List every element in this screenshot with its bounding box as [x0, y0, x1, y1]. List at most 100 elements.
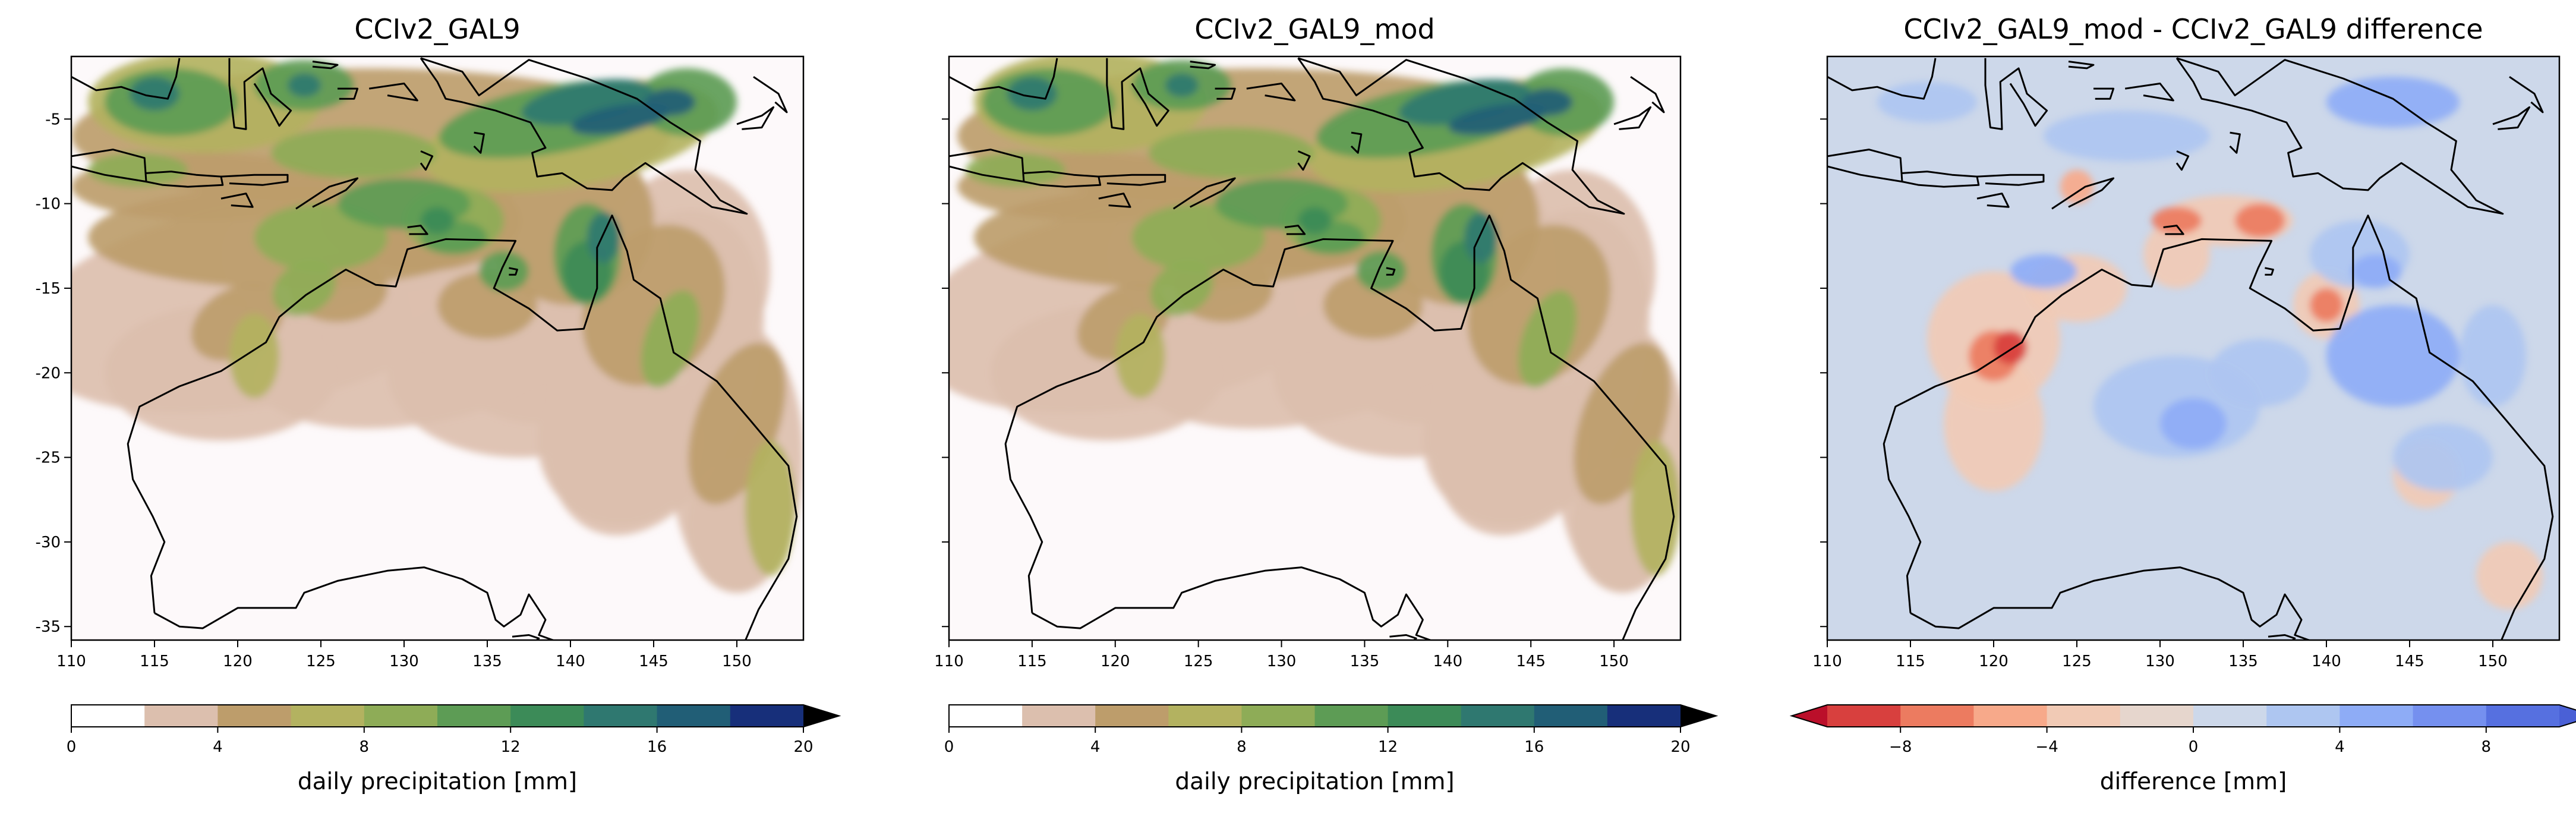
- colorbar-extend-max: [1680, 705, 1716, 727]
- colorbar-extend-max: [803, 705, 839, 727]
- field-cell: [990, 305, 1224, 441]
- coastline: [71, 149, 147, 183]
- field-cell: [229, 313, 279, 398]
- panel-3: CCIv2_GAL9_mod - CCIv2_GAL9 difference 1…: [1789, 13, 2576, 795]
- colorbar-tick-label: 8: [1237, 738, 1247, 756]
- field-cell: [1448, 103, 1547, 136]
- coastline: [1172, 177, 1236, 210]
- coastline: [1984, 58, 2048, 130]
- x-tick-label: 150: [722, 653, 752, 670]
- colorbar-segment: [437, 705, 511, 727]
- colorbar-tick-label: 4: [213, 738, 223, 756]
- x-tick-label: 135: [1350, 653, 1380, 670]
- x-tick-label: 120: [1979, 653, 2009, 670]
- coastline: [949, 149, 1025, 183]
- x-tick-label: 145: [2395, 653, 2424, 670]
- field-cell: [130, 77, 179, 111]
- colorbar-tick-label: 4: [1090, 738, 1101, 756]
- x-tick-label: 115: [1017, 653, 1047, 670]
- y-tick-label: -5: [45, 111, 61, 128]
- coastline: [368, 83, 418, 102]
- coastline: [1098, 174, 1166, 186]
- colorbar-tick-label: 8: [360, 738, 370, 756]
- colorbar-tick-label: 12: [501, 738, 521, 756]
- field-cell: [1944, 355, 2044, 492]
- field-cell: [288, 73, 321, 97]
- coastline: [2265, 267, 2274, 276]
- x-tick-label: 150: [2478, 653, 2508, 670]
- field-cell: [587, 212, 620, 263]
- field-cell: [537, 355, 704, 525]
- y-tick-label: -10: [36, 196, 61, 213]
- coastline: [1350, 131, 1363, 154]
- panel-2-axes-frame: [948, 55, 1682, 641]
- colorbar-segment: [1534, 705, 1608, 727]
- colorbar-segment: [510, 705, 584, 727]
- field: [1877, 77, 2543, 610]
- field-cell: [2393, 423, 2493, 492]
- field-cell: [2460, 305, 2526, 407]
- coastline: [512, 634, 540, 640]
- coastline: [2124, 83, 2174, 102]
- field-cell: [2152, 207, 2202, 234]
- field-cell: [1323, 271, 1423, 339]
- y-tick-label: -30: [36, 534, 61, 552]
- colorbar-segment: [730, 705, 804, 727]
- x-tick-label: 125: [306, 653, 336, 670]
- x-tick-label: 145: [1516, 653, 1546, 670]
- field-cell: [271, 127, 437, 178]
- coastline: [473, 131, 485, 154]
- field-cell: [1464, 212, 1498, 263]
- field-cell: [2160, 398, 2227, 449]
- colorbar-segment: [2266, 705, 2340, 727]
- field-cell: [421, 207, 454, 234]
- x-tick-label: 140: [1433, 653, 1462, 670]
- x-tick-label: 140: [556, 653, 585, 670]
- colorbar-segment: [949, 705, 1023, 727]
- field-cell: [2210, 339, 2310, 407]
- panel-1-axes-frame: [70, 55, 805, 641]
- field-cell: [2010, 254, 2077, 288]
- coastline: [420, 57, 748, 215]
- field-cell: [2235, 203, 2285, 238]
- field-cell: [2326, 305, 2460, 407]
- x-tick-label: 125: [1184, 653, 1213, 670]
- colorbar-segment: [144, 705, 218, 727]
- coastline: [753, 75, 788, 114]
- colorbar-segment: [2120, 705, 2194, 727]
- colorbar-segment: [1461, 705, 1535, 727]
- coastline: [420, 150, 434, 171]
- y-tick-label: -15: [36, 280, 61, 298]
- colorbar-tick-label: 20: [1670, 738, 1690, 756]
- colorbar-segment: [1388, 705, 1462, 727]
- field-cell: [254, 203, 387, 272]
- colorbar-tick-label: 0: [944, 738, 954, 756]
- colorbar-segment: [657, 705, 731, 727]
- colorbar-outline: [1789, 704, 2576, 727]
- x-tick-label: 125: [2062, 653, 2092, 670]
- panel-2-colorbar-label: daily precipitation [mm]: [1175, 768, 1454, 795]
- field-cell: [2326, 77, 2460, 128]
- colorbar-segment: [2413, 705, 2487, 727]
- x-tick-label: 110: [1812, 653, 1842, 670]
- coastline: [1246, 83, 1296, 102]
- field-cell: [1522, 89, 1573, 116]
- colorbar-segment: [71, 705, 145, 727]
- panel-3-axes-frame: [1826, 55, 2561, 641]
- x-tick-label: 115: [1896, 653, 1925, 670]
- coastline: [1106, 58, 1169, 130]
- colorbar-tick-label: −4: [2035, 738, 2058, 756]
- field-cell: [1298, 207, 1332, 234]
- panel-1-map: [71, 56, 803, 640]
- field-cell: [1115, 313, 1165, 398]
- colorbar-segment: [2193, 705, 2267, 727]
- colorbar-tick-label: 12: [1378, 738, 1398, 756]
- panel-2-x-ticks: 110 115 120 125 130 135 140 145 150: [934, 640, 1629, 670]
- colorbar-segment: [1314, 705, 1389, 727]
- field-cell: [2310, 288, 2343, 322]
- colorbar-segment: [1973, 705, 2048, 727]
- x-tick-label: 135: [472, 653, 502, 670]
- x-tick-label: 110: [934, 653, 964, 670]
- colorbar-extend-max: [2559, 705, 2576, 727]
